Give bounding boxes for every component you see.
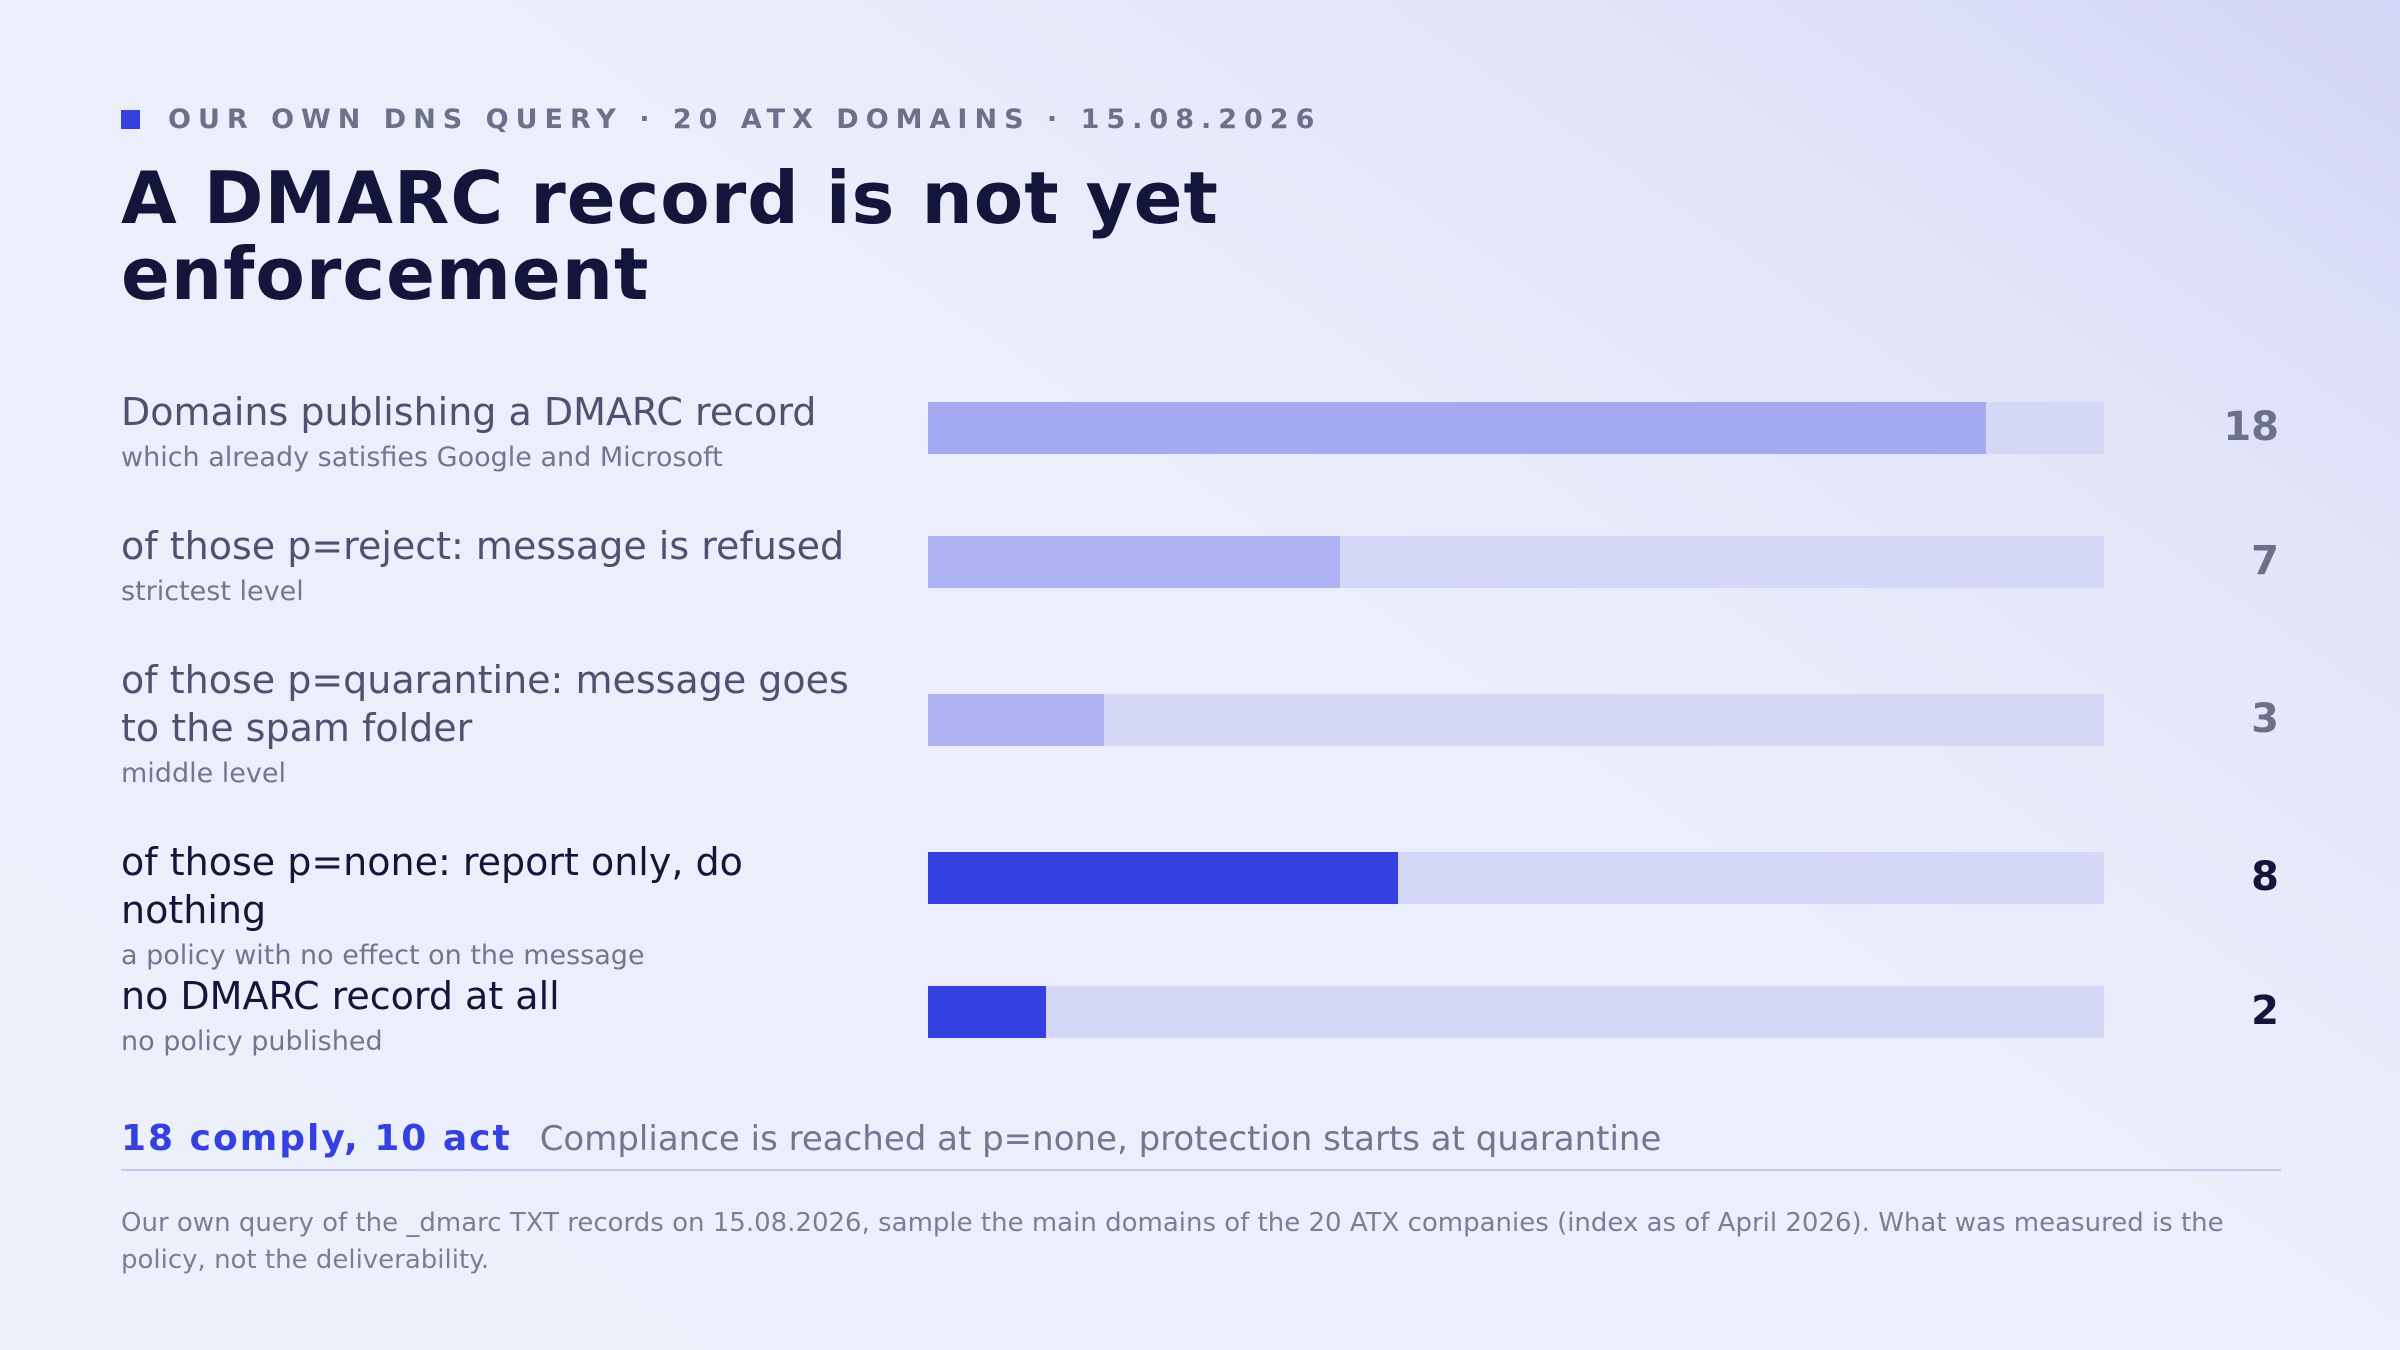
bar-label: Domains publishing a DMARC record xyxy=(121,390,817,434)
bar-fill xyxy=(928,402,1986,454)
footnote: Our own query of the _dmarc TXT records … xyxy=(121,1208,2224,1275)
bar-sublabel: a policy with no effect on the message xyxy=(121,940,645,971)
summary-key: 18 comply, 10 act xyxy=(121,1118,512,1159)
bar-track xyxy=(928,694,2104,746)
summary-text: Compliance is reached at p=none, protect… xyxy=(539,1119,1662,1159)
bar-row-label: of those p=none: report only, do nothing… xyxy=(121,838,881,974)
bar-row-label: of those p=quarantine: message goes to t… xyxy=(121,656,881,792)
bar-value-label: 8 xyxy=(2251,854,2279,900)
bar-track xyxy=(928,852,2104,904)
bar-fill xyxy=(928,986,1046,1038)
bar-sublabel: no policy published xyxy=(121,1026,383,1057)
summary-line: 18 comply, 10 act Compliance is reached … xyxy=(121,1118,2281,1171)
bar-sublabel: strictest level xyxy=(121,576,304,607)
bar-fill xyxy=(928,852,1398,904)
bar-track xyxy=(928,986,2104,1038)
bar-value-label: 3 xyxy=(2251,696,2279,742)
bar-label: no DMARC record at all xyxy=(121,974,560,1018)
bar-value-label: 7 xyxy=(2251,538,2279,584)
eyebrow-text: OUR OWN DNS QUERY · 20 ATX DOMAINS · 15.… xyxy=(168,104,1322,135)
eyebrow: OUR OWN DNS QUERY · 20 ATX DOMAINS · 15.… xyxy=(121,104,1321,135)
bar-track xyxy=(928,536,2104,588)
bar-row-label: no DMARC record at all no policy publishe… xyxy=(121,972,881,1060)
eyebrow-square-icon xyxy=(121,110,140,129)
bar-sublabel: middle level xyxy=(121,758,286,789)
bar-track xyxy=(928,402,2104,454)
bar-fill xyxy=(928,536,1340,588)
bar-label: of those p=none: report only, do nothing xyxy=(121,840,743,932)
bar-value-label: 18 xyxy=(2223,404,2279,450)
bar-fill xyxy=(928,694,1104,746)
bar-label: of those p=reject: message is refused xyxy=(121,524,845,568)
bar-row-label: of those p=reject: message is refused str… xyxy=(121,522,881,610)
bar-value-label: 2 xyxy=(2251,988,2279,1034)
chart-title: A DMARC record is not yet enforcement xyxy=(121,156,1219,316)
bar-row-label: Domains publishing a DMARC record which a… xyxy=(121,388,881,476)
bar-sublabel: which already satisfies Google and Micro… xyxy=(121,442,723,473)
bar-label: of those p=quarantine: message goes to t… xyxy=(121,658,849,750)
